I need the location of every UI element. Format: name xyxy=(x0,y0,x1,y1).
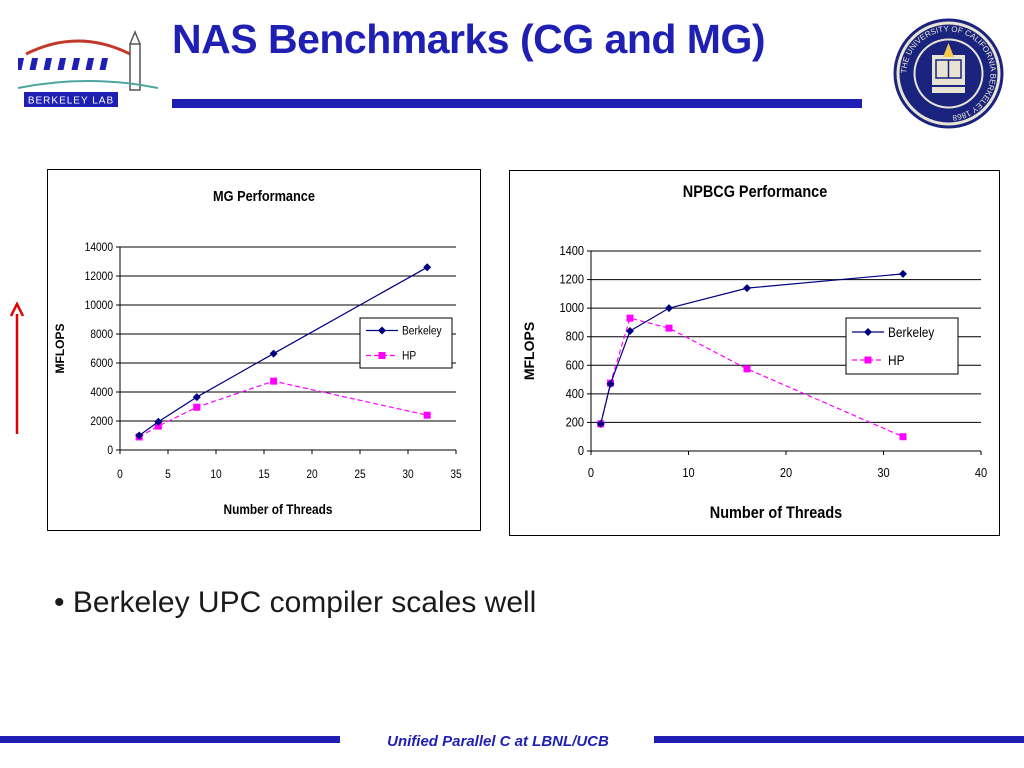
data-point-hp xyxy=(743,365,751,373)
legend-box xyxy=(359,317,453,369)
x-tick-label: 15 xyxy=(258,468,269,481)
y-tick-label: 2000 xyxy=(90,415,113,428)
x-tick-label: 0 xyxy=(117,468,123,481)
x-tick-label: 10 xyxy=(682,465,695,480)
data-point-berkeley xyxy=(135,431,144,440)
y-axis-label: MFLOPS xyxy=(53,324,67,374)
data-point-hp xyxy=(423,411,431,419)
data-point-hp xyxy=(193,403,201,411)
y-tick-label: 4000 xyxy=(90,386,113,399)
logo-text: BERKELEY LAB xyxy=(28,96,114,107)
chart-title: NPBCG Performance xyxy=(683,183,828,201)
y-tick-label: 600 xyxy=(566,357,585,372)
footer-bar-left xyxy=(0,736,340,743)
data-point-berkeley xyxy=(596,419,605,428)
legend-marker xyxy=(378,352,386,359)
data-point-berkeley xyxy=(606,379,615,388)
x-tick-label: 25 xyxy=(354,468,365,481)
bullet-marker: • xyxy=(54,586,65,619)
y-axis-label: MFLOPS xyxy=(521,322,537,380)
legend-marker xyxy=(864,356,872,364)
series-line-hp xyxy=(138,380,428,438)
data-point-berkeley xyxy=(899,269,907,278)
footer-text: Unified Parallel C at LBNL/UCB xyxy=(387,733,609,750)
y-tick-label: 6000 xyxy=(90,357,113,370)
legend-marker xyxy=(864,328,872,336)
legend-label: Berkeley xyxy=(888,324,935,340)
red-up-arrow-icon xyxy=(6,300,28,440)
legend-box xyxy=(845,317,959,375)
y-tick-label: 1000 xyxy=(559,300,584,315)
x-tick-label: 30 xyxy=(402,468,413,481)
legend-label: HP xyxy=(888,352,905,368)
x-axis-label: Number of Threads xyxy=(223,501,332,517)
footer-bar-right xyxy=(654,736,1024,743)
x-tick-label: 0 xyxy=(588,465,594,480)
y-tick-label: 400 xyxy=(566,386,585,401)
y-tick-label: 0 xyxy=(578,443,584,458)
slide-title: NAS Benchmarks (CG and MG) xyxy=(172,16,766,62)
chart-svg: MG Performance 0 2000 4000 6000 8000 10000 1200… xyxy=(53,187,462,517)
x-tick-label: 20 xyxy=(780,465,793,480)
x-tick-label: 5 xyxy=(165,468,171,481)
y-tick-label: 10000 xyxy=(85,299,113,312)
x-tick-label: 40 xyxy=(975,465,988,480)
chart-title: MG Performance xyxy=(213,187,315,204)
data-point-hp xyxy=(665,324,673,332)
data-point-hp xyxy=(270,377,278,385)
data-point-berkeley xyxy=(423,263,432,272)
x-tick-label: 35 xyxy=(450,468,461,481)
legend-label: Berkeley xyxy=(402,325,442,338)
y-tick-label: 0 xyxy=(107,444,113,457)
y-tick-label: 12000 xyxy=(85,270,113,283)
data-point-berkeley xyxy=(269,349,278,358)
legend-label: HP xyxy=(402,350,416,363)
y-tick-label: 1200 xyxy=(559,272,584,287)
bullet-point: • Berkeley UPC compiler scales well xyxy=(54,586,536,620)
data-point-berkeley xyxy=(743,284,751,293)
chart-svg: NPBCG Performance02004006008001000120014… xyxy=(521,183,988,522)
y-tick-label: 200 xyxy=(566,415,585,430)
mg-performance-chart: MG Performance 0 2000 4000 6000 8000 10000 1200… xyxy=(47,169,481,531)
data-point-berkeley xyxy=(154,417,163,426)
y-tick-label: 800 xyxy=(566,329,585,344)
npbcg-performance-chart: NPBCG Performance 0 200 400 600 800 1000 1200 14… xyxy=(509,170,1000,536)
data-point-hp xyxy=(899,433,907,441)
series-line-berkeley xyxy=(600,273,904,424)
data-point-hp xyxy=(626,314,634,322)
bullet-text: Berkeley UPC compiler scales well xyxy=(72,586,537,619)
data-point-berkeley xyxy=(665,304,673,313)
data-point-berkeley xyxy=(192,393,201,402)
x-tick-label: 30 xyxy=(877,465,890,480)
data-point-hp xyxy=(154,422,162,430)
berkeley-lab-logo: BERKELEY LAB xyxy=(15,30,159,110)
y-tick-label: 1400 xyxy=(559,243,584,258)
data-point-berkeley xyxy=(626,327,634,335)
x-tick-label: 20 xyxy=(306,468,317,481)
x-tick-label: 10 xyxy=(210,468,221,481)
legend-marker xyxy=(378,326,386,335)
y-tick-label: 8000 xyxy=(90,328,113,341)
x-axis-label: Number of Threads xyxy=(710,504,843,522)
uc-seal-logo: THE UNIVERSITY OF CALIFORNIA BERKELEY 18… xyxy=(892,17,1005,130)
title-rule xyxy=(172,99,862,108)
y-tick-label: 14000 xyxy=(85,241,113,254)
